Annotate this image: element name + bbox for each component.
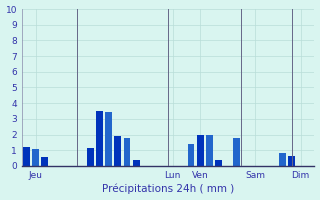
Bar bbox=[41, 157, 48, 166]
Bar bbox=[215, 160, 222, 166]
Bar bbox=[105, 112, 112, 166]
Bar bbox=[279, 153, 286, 166]
Bar bbox=[87, 148, 94, 166]
Bar bbox=[124, 138, 131, 166]
Bar bbox=[133, 160, 140, 166]
Bar bbox=[288, 156, 295, 166]
Bar bbox=[96, 111, 103, 166]
Bar bbox=[233, 138, 240, 166]
Bar bbox=[206, 135, 213, 166]
Bar bbox=[188, 144, 195, 166]
Bar bbox=[115, 136, 121, 166]
X-axis label: Précipitations 24h ( mm ): Précipitations 24h ( mm ) bbox=[102, 184, 234, 194]
Bar bbox=[32, 149, 39, 166]
Bar bbox=[197, 135, 204, 166]
Bar bbox=[23, 147, 30, 166]
